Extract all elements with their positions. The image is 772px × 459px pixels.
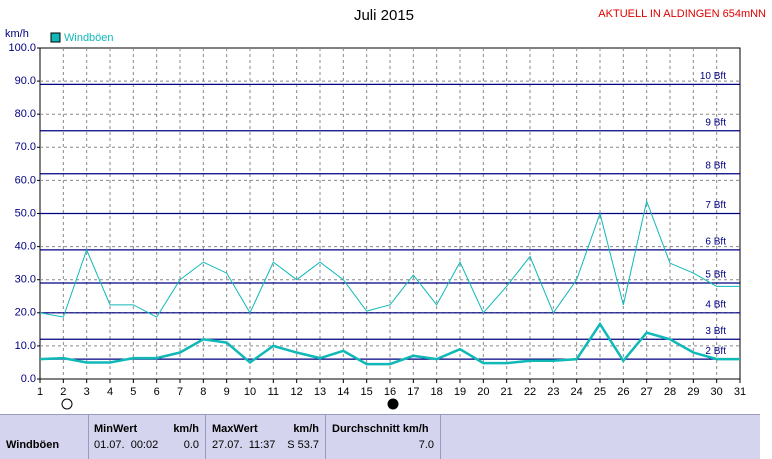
x-tick-label: 25 [594, 386, 606, 398]
x-tick-label: 9 [224, 386, 230, 398]
reference-label: 6 Bft [705, 237, 726, 248]
unit: km/h [293, 423, 319, 435]
y-tick-label: 10.0 [15, 340, 36, 352]
y-tick-label: 40.0 [15, 241, 36, 253]
y-tick-label: 50.0 [15, 207, 36, 219]
x-tick-label: 19 [454, 386, 466, 398]
x-tick-label: 12 [291, 386, 303, 398]
cell: MinWert km/h 01.07. 00:02 0.0 [88, 415, 206, 459]
reference-label: 8 Bft [705, 160, 726, 171]
header: MaxWert [212, 423, 258, 435]
row-label: Windböen [6, 439, 60, 451]
cell: MaxWert km/h 27.07. 11:37 S 53.7 [206, 415, 326, 459]
x-tick-label: 6 [154, 386, 160, 398]
x-tick-label: 2 [60, 386, 66, 398]
reference-label: 9 Bft [705, 117, 726, 128]
y-tick-label: 60.0 [15, 174, 36, 186]
value: 7.0 [418, 439, 434, 451]
x-tick-label: 7 [177, 386, 183, 398]
y-tick-label: 20.0 [15, 307, 36, 319]
y-tick-label: 70.0 [15, 141, 36, 153]
y-tick-label: 30.0 [15, 274, 36, 286]
x-tick-label: 16 [384, 386, 396, 398]
data-line [39, 321, 740, 366]
unit: km/h [173, 423, 199, 435]
x-tick-label: 21 [501, 386, 513, 398]
chart: Juli 2015 AKTUELL IN ALDINGEN 654mNN km/… [5, 7, 766, 410]
value: S 53.7 [287, 439, 319, 451]
x-tick-label: 4 [107, 386, 113, 398]
reference-label: 5 Bft [705, 270, 726, 281]
legend-swatch [50, 32, 61, 43]
x-tick-label: 18 [431, 386, 443, 398]
x-tick-label: 10 [244, 386, 256, 398]
reference-label: 4 Bft [705, 299, 726, 310]
x-tick-label: 14 [337, 386, 349, 398]
chart-title: Juli 2015 [354, 7, 414, 24]
y-tick-label: 80.0 [15, 108, 36, 120]
date: 01.07. 00:02 [94, 439, 159, 451]
header: Durchschnitt km/h [332, 423, 429, 435]
x-tick-label: 22 [524, 386, 536, 398]
x-tick-label: 13 [314, 386, 326, 398]
x-tick-label: 5 [130, 386, 136, 398]
x-tick-label: 24 [571, 386, 583, 398]
y-tick-label: 0.0 [21, 373, 36, 385]
moon-icon [387, 398, 399, 410]
legend-label: Windböen [64, 32, 114, 44]
summary-table: Windböen MinWert km/h 01.07. 00:02 0.0 M… [0, 414, 760, 459]
y-axis-label: km/h [5, 28, 29, 40]
value: 0.0 [183, 439, 199, 451]
x-tick-label: 26 [617, 386, 629, 398]
x-tick-label: 17 [407, 386, 419, 398]
x-tick-label: 8 [200, 386, 206, 398]
cell: Durchschnitt km/h 7.0 [326, 415, 441, 459]
x-tick-label: 30 [711, 386, 723, 398]
chart-subtitle: AKTUELL IN ALDINGEN 654mNN [598, 8, 766, 20]
moon-icon [61, 398, 73, 410]
reference-label: 2 Bft [705, 346, 726, 357]
x-tick-label: 15 [361, 386, 373, 398]
x-tick-label: 29 [687, 386, 699, 398]
date: 27.07. 11:37 [212, 439, 276, 451]
x-tick-label: 20 [477, 386, 489, 398]
reference-label: 10 Bft [700, 71, 726, 82]
x-tick-label: 31 [734, 386, 746, 398]
cell: Windböen [0, 415, 89, 459]
x-tick-label: 3 [84, 386, 90, 398]
header: MinWert [94, 423, 138, 435]
x-tick-label: 23 [547, 386, 559, 398]
y-tick-label: 90.0 [15, 75, 36, 87]
reference-label: 3 Bft [705, 326, 726, 337]
x-tick-label: 11 [268, 386, 279, 398]
x-tick-label: 27 [641, 386, 653, 398]
x-tick-label: 1 [37, 386, 43, 398]
y-tick-label: 100.0 [8, 42, 36, 54]
reference-label: 7 Bft [705, 200, 726, 211]
x-tick-label: 28 [664, 386, 676, 398]
data-line [39, 199, 740, 318]
